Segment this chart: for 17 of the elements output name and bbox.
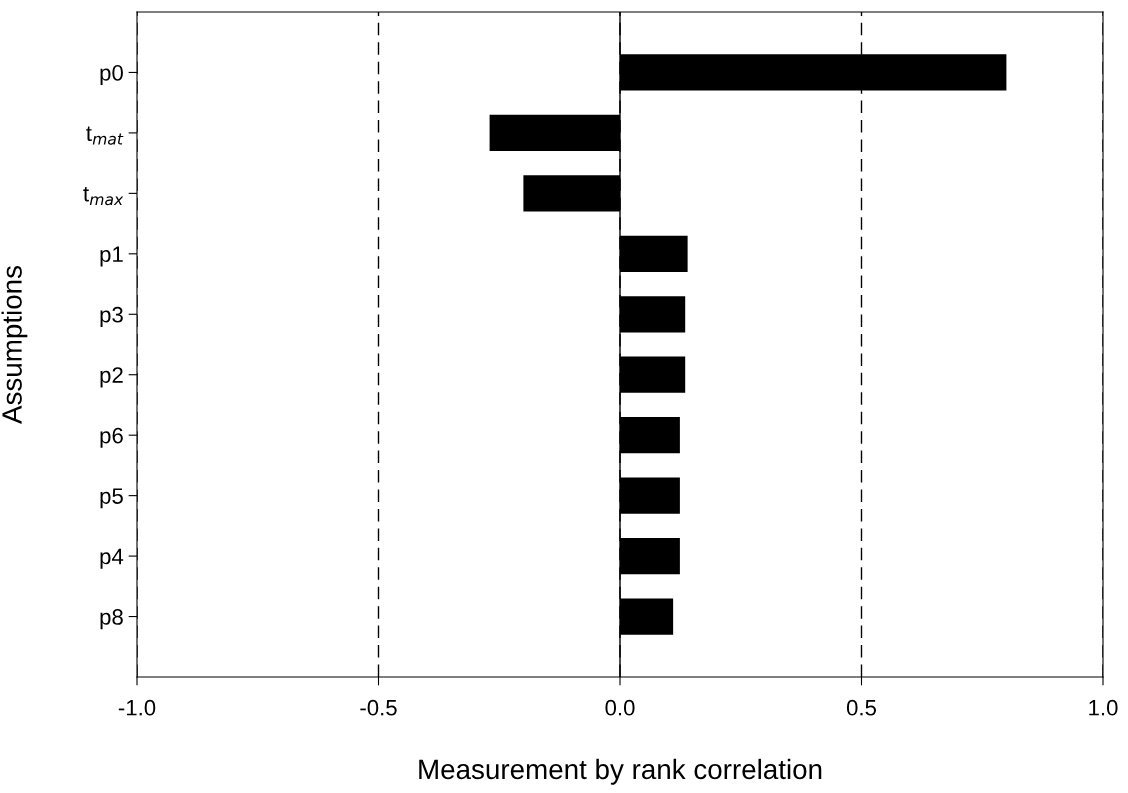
y-tick-label: t$_{max}$ — [83, 186, 124, 206]
x-tick-label: 0.5 — [846, 699, 877, 716]
y-tick-label: p0 — [100, 64, 123, 86]
y-tick-label: p6 — [100, 427, 123, 448]
x-axis-title: Measurement by rank correlation — [419, 758, 822, 785]
y-axis-title: Assumptions — [1, 265, 28, 424]
y-tick-label: p8 — [100, 609, 123, 630]
x-tick-label: -1.0 — [118, 699, 156, 716]
y-tick-label: t$_{mat}$ — [86, 126, 124, 145]
y-tick-label: p4 — [100, 548, 124, 569]
y-tick-label: p2 — [100, 367, 123, 388]
y-tick-label: p1 — [100, 246, 123, 267]
y-tick-label: p3 — [100, 306, 123, 327]
x-tick-label: -0.5 — [360, 699, 397, 716]
y-tick-label: p5 — [100, 488, 123, 509]
x-tick-label: 0.0 — [605, 699, 635, 716]
x-tick-label: 1.0 — [1089, 699, 1118, 716]
